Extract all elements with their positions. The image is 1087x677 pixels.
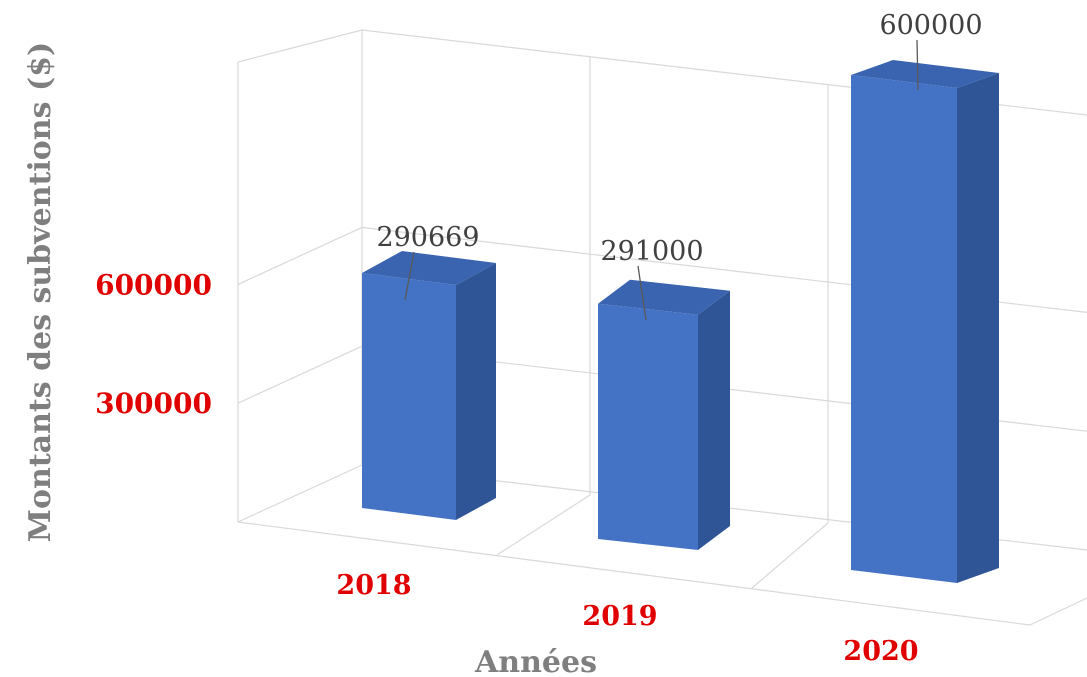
x-axis-title: Années bbox=[474, 645, 597, 677]
x-tick-label: 2020 bbox=[843, 636, 918, 667]
floor-side-edge bbox=[237, 464, 363, 523]
gridline-600000 bbox=[237, 226, 363, 285]
floor-left-edge bbox=[237, 521, 1031, 626]
bar-2020 bbox=[851, 75, 957, 583]
floor-divider-1 bbox=[496, 494, 591, 556]
bar-2018 bbox=[362, 272, 456, 520]
bar-side-2020 bbox=[957, 73, 999, 583]
gridlines bbox=[237, 29, 1087, 626]
data-label-leader bbox=[916, 39, 919, 91]
x-tick-label: 2019 bbox=[582, 601, 657, 632]
bar-side-2019 bbox=[698, 290, 730, 550]
floor-right-edge bbox=[1029, 597, 1087, 626]
y-tick-label: 300000 bbox=[95, 387, 212, 420]
y-tick-label: 600000 bbox=[95, 268, 212, 301]
axis-titles: Montants des subventions ($) Années bbox=[23, 42, 597, 677]
data-labels: 290669 291000 600000 bbox=[376, 10, 983, 321]
data-label: 600000 bbox=[879, 10, 982, 41]
x-tick-label: 2018 bbox=[336, 570, 411, 601]
y-axis-title: Montants des subventions ($) bbox=[23, 42, 58, 542]
tick-labels: 300000 600000 2018 2019 2020 bbox=[95, 268, 918, 667]
side-wall-top-edge bbox=[237, 29, 363, 63]
floor-divider-2 bbox=[751, 522, 829, 589]
bar-top-2019 bbox=[598, 279, 730, 315]
gridline-300000 bbox=[237, 345, 363, 404]
bar-side-2018 bbox=[456, 262, 496, 520]
data-label-leader bbox=[404, 251, 415, 301]
data-label-leader bbox=[637, 265, 647, 321]
bar-top-2018 bbox=[362, 250, 496, 285]
data-label: 290669 bbox=[376, 222, 479, 253]
bar-top-2020 bbox=[851, 60, 999, 88]
bars bbox=[362, 60, 999, 583]
data-label: 291000 bbox=[600, 236, 703, 267]
bar-2019 bbox=[598, 303, 698, 550]
